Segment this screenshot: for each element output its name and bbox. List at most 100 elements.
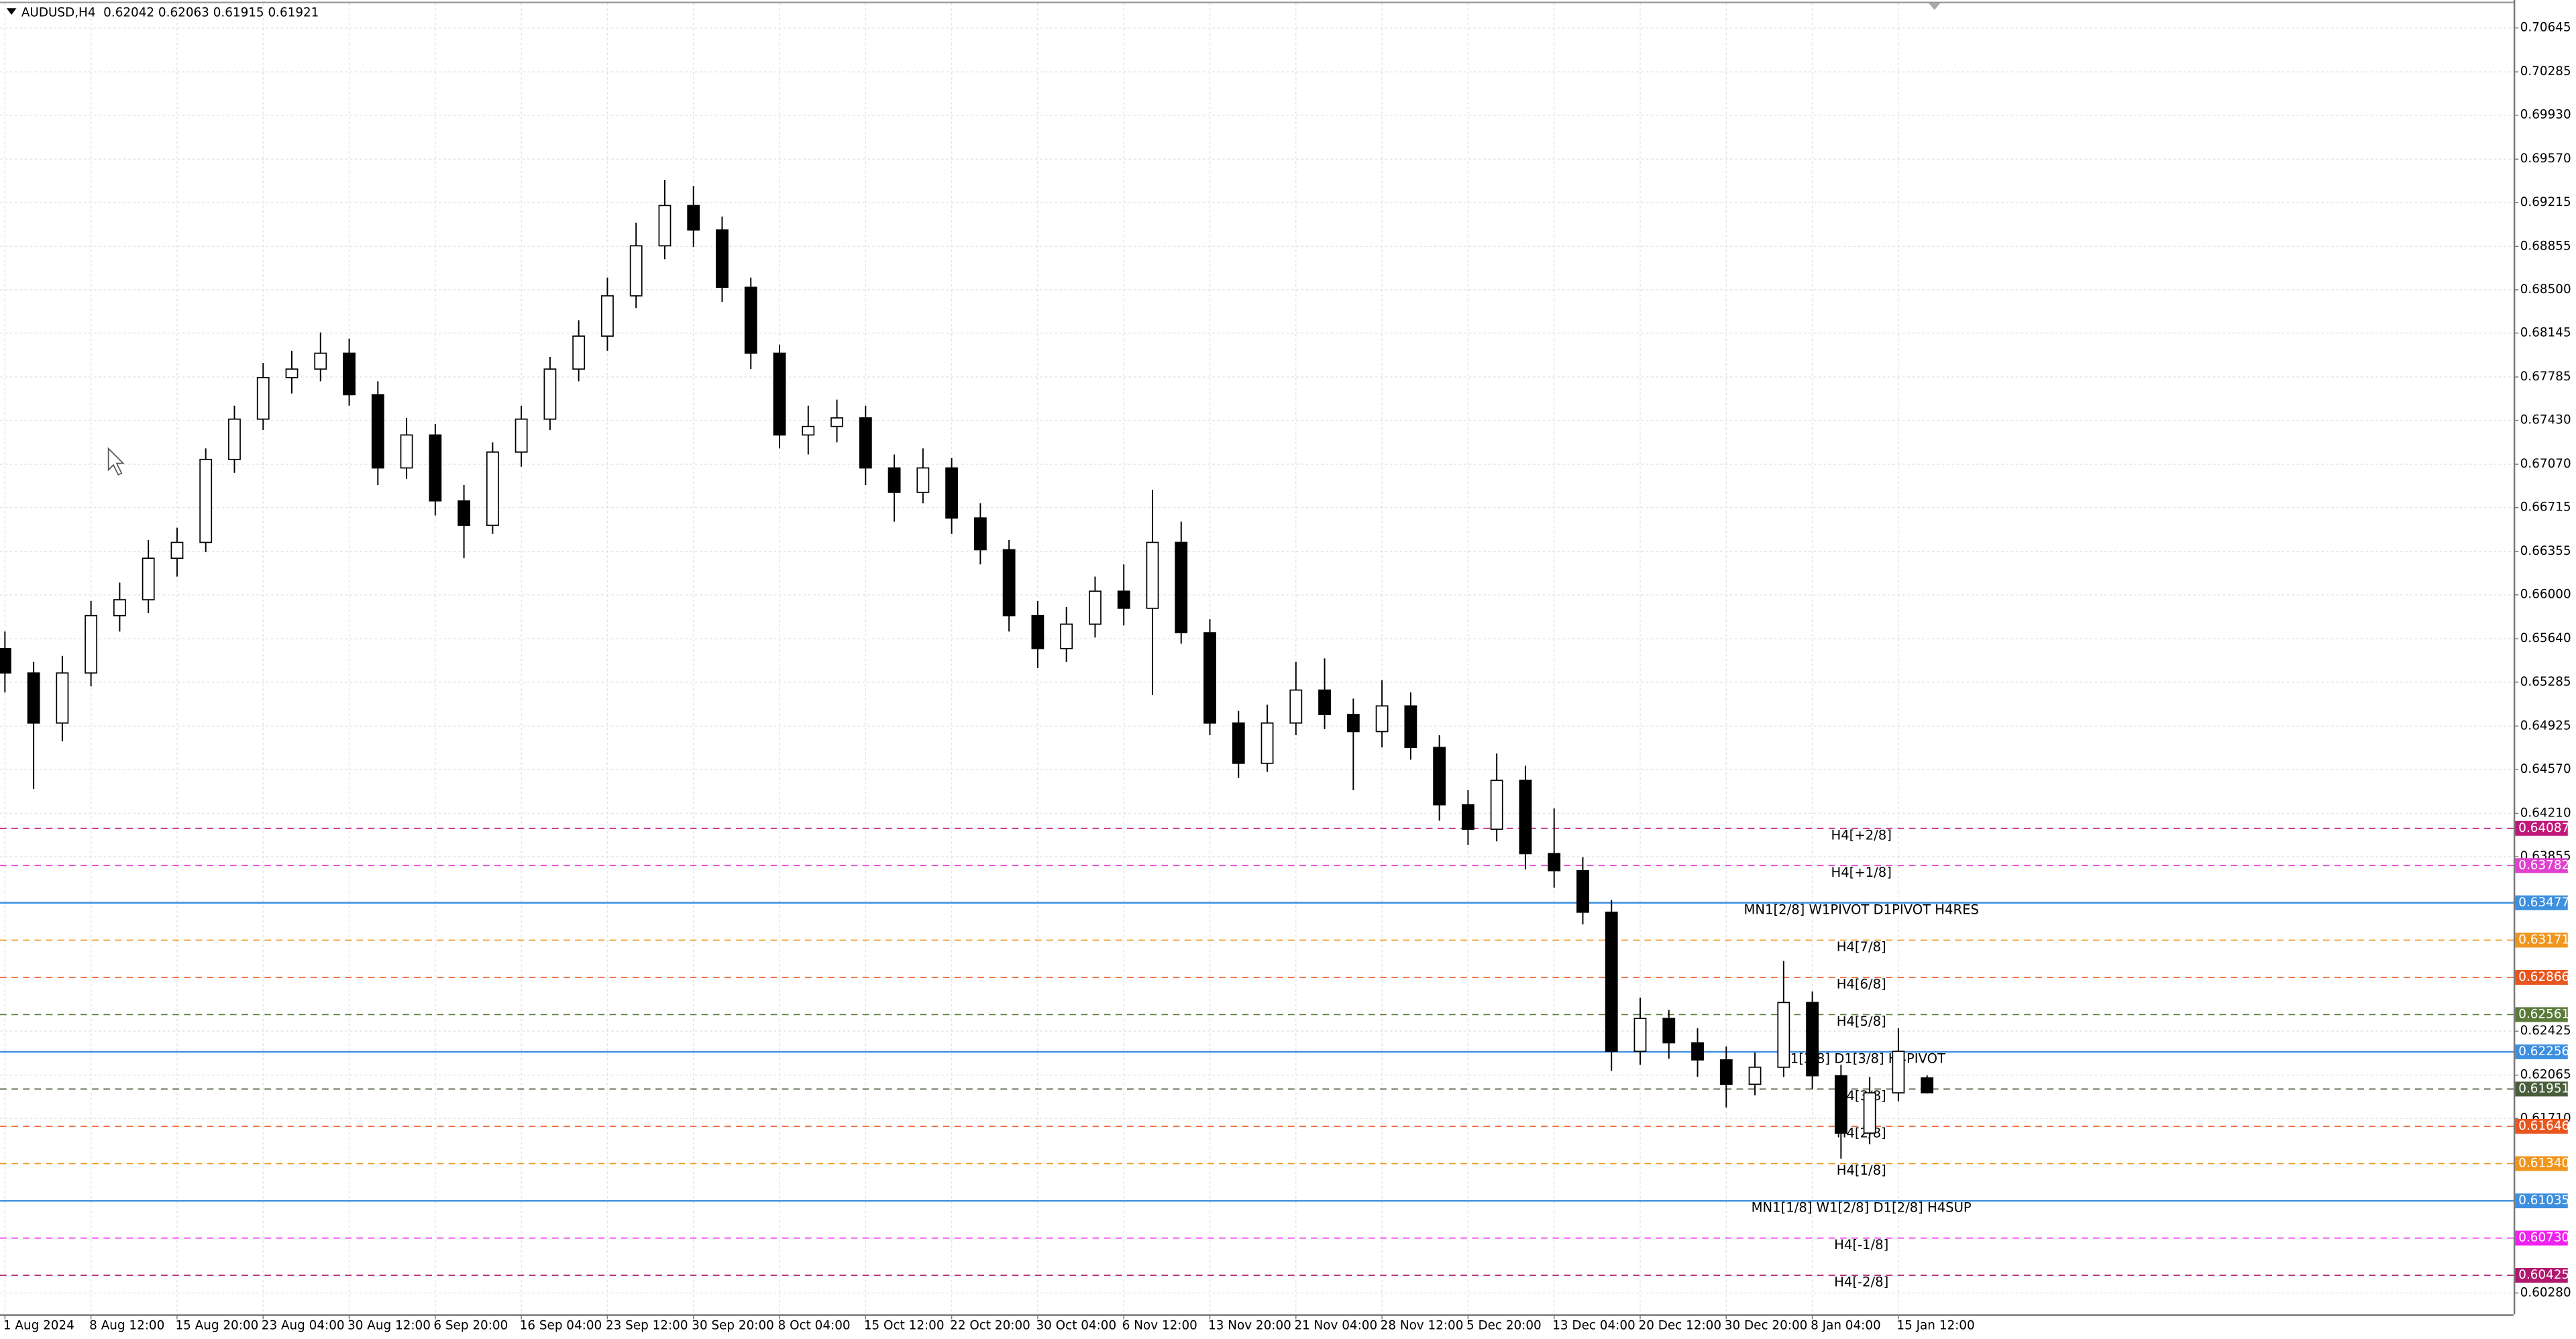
x-tick-label: 30 Aug 12:00 [347,1318,431,1332]
x-tick-label: 1 Aug 2024 [3,1318,74,1332]
candle-body [830,417,843,427]
x-tick-label: 30 Oct 04:00 [1036,1318,1116,1332]
level-label: H4[+1/8] [1831,865,1892,880]
y-tick-label: 0.62065 [2520,1068,2571,1082]
x-tick-label: 21 Nov 04:00 [1294,1318,1377,1332]
price-tag [2515,1081,2568,1097]
candle-body [1175,541,1188,634]
title-menu-icon[interactable] [6,8,17,15]
candle-body [1863,1092,1876,1134]
y-tick-label: 0.70285 [2520,64,2571,78]
candle-body [1318,689,1331,715]
price-tag-label: 0.62561 [2518,1007,2569,1021]
candle-body [1834,1075,1847,1134]
candle-body [1892,1051,1905,1093]
candle-body [56,672,69,724]
candle-body [27,672,40,724]
x-tick-label: 16 Sep 04:00 [520,1318,602,1332]
candle-body [1633,1018,1647,1053]
candle-body [888,467,901,493]
candle-body [199,458,213,543]
price-tag-label: 0.63477 [2518,896,2569,910]
candle-body [1060,623,1073,649]
candle-body [1346,714,1360,733]
level-label: H4[7/8] [1837,939,1886,955]
x-tick-label: 15 Aug 20:00 [175,1318,258,1332]
x-tick-label: 30 Dec 20:00 [1725,1318,1807,1332]
price-tag-label: 0.60730 [2518,1231,2569,1245]
price-tag-label: 0.60425 [2518,1268,2569,1282]
price-tag-label: 0.63782 [2518,858,2569,872]
price-tag [2515,895,2568,910]
candle-body [1461,804,1474,830]
candle-body [601,295,614,337]
price-tag-label: 0.62866 [2518,970,2569,984]
candle-body [629,245,643,297]
x-tick-label: 20 Dec 12:00 [1639,1318,1721,1332]
candle-body [113,599,126,617]
candle-body [1117,590,1130,609]
price-tag-label: 0.64087 [2518,821,2569,835]
x-tick-label: 22 Oct 20:00 [950,1318,1030,1332]
candle-body [1375,705,1389,733]
candle-body [773,352,786,436]
y-tick-label: 0.64210 [2520,806,2571,820]
y-tick-label: 0.69215 [2520,195,2571,209]
candle-body [371,394,384,469]
candle-body [543,368,557,420]
candle-body [142,557,155,600]
candle-body [1031,614,1044,649]
candle-body [1232,722,1245,764]
y-tick-label: 0.69930 [2520,108,2571,122]
price-tag-label: 0.61951 [2518,1081,2569,1095]
candle-body [916,467,930,493]
price-tag-label: 0.62256 [2518,1045,2569,1059]
level-label: W1[3/8] D1[3/8] H4PIVOT [1777,1051,1946,1066]
candle-body [400,434,413,469]
level-label: H4[+2/8] [1831,827,1892,843]
axis: 0.70645 0.70285 0.69930 0.69570 0.69215 0.688… [3,21,2571,1333]
candle-body [716,229,729,288]
y-tick-label: 0.67430 [2520,413,2571,427]
candle-body [1490,780,1503,830]
candle-body [0,647,11,674]
candle-body [1662,1018,1676,1044]
price-tag [2515,1007,2568,1022]
candle-body [1519,780,1532,855]
price-tag [2515,820,2568,836]
candle-body [1404,705,1417,749]
price-tag [2515,932,2568,948]
price-tag [2515,1044,2568,1059]
y-tick-label: 0.65285 [2520,675,2571,689]
price-tag-label: 0.61646 [2518,1119,2569,1133]
y-tick-label: 0.67070 [2520,457,2571,471]
x-tick-label: 8 Aug 12:00 [89,1318,164,1332]
candle-body [285,368,299,378]
x-tick-label: 15 Oct 12:00 [864,1318,945,1332]
price-tag [2515,1193,2568,1209]
candle-body [515,418,528,453]
candle-body [486,451,499,526]
y-tick-label: 0.62425 [2520,1024,2571,1038]
y-tick-label: 0.65640 [2520,631,2571,645]
x-tick-label: 23 Aug 04:00 [262,1318,345,1332]
x-tick-label: 30 Sep 20:00 [692,1318,774,1332]
candle-body [1719,1059,1733,1085]
chart-title: AUDUSD,H4 0.62042 0.62063 0.61915 0.6192… [21,6,319,20]
x-tick-label: 13 Nov 20:00 [1208,1318,1291,1332]
y-tick-label: 0.66355 [2520,544,2571,558]
x-tick-label: 23 Sep 12:00 [606,1318,688,1332]
candle-body [572,335,586,370]
candle-body [744,286,757,354]
levels: H4[+2/8] H4[+1/8] MN1[2/8] W1PIVOT D1PIVOT… [0,827,2514,1290]
candle-body [945,467,959,519]
y-tick-label: 0.66000 [2520,588,2571,602]
shift-marker[interactable] [1929,3,1941,10]
candle-body [1289,689,1303,724]
candle-body [228,418,241,460]
price-tag [2515,1230,2568,1246]
x-tick-label: 8 Oct 04:00 [778,1318,851,1332]
candle-body [1089,590,1102,625]
price-tag [2515,1118,2568,1134]
